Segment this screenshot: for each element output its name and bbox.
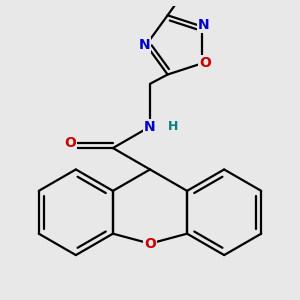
Text: N: N: [144, 120, 156, 134]
Text: N: N: [198, 18, 210, 32]
Text: O: O: [64, 136, 76, 150]
Text: H: H: [168, 120, 179, 133]
Text: O: O: [199, 56, 211, 70]
Text: N: N: [139, 38, 150, 52]
Text: O: O: [144, 237, 156, 250]
